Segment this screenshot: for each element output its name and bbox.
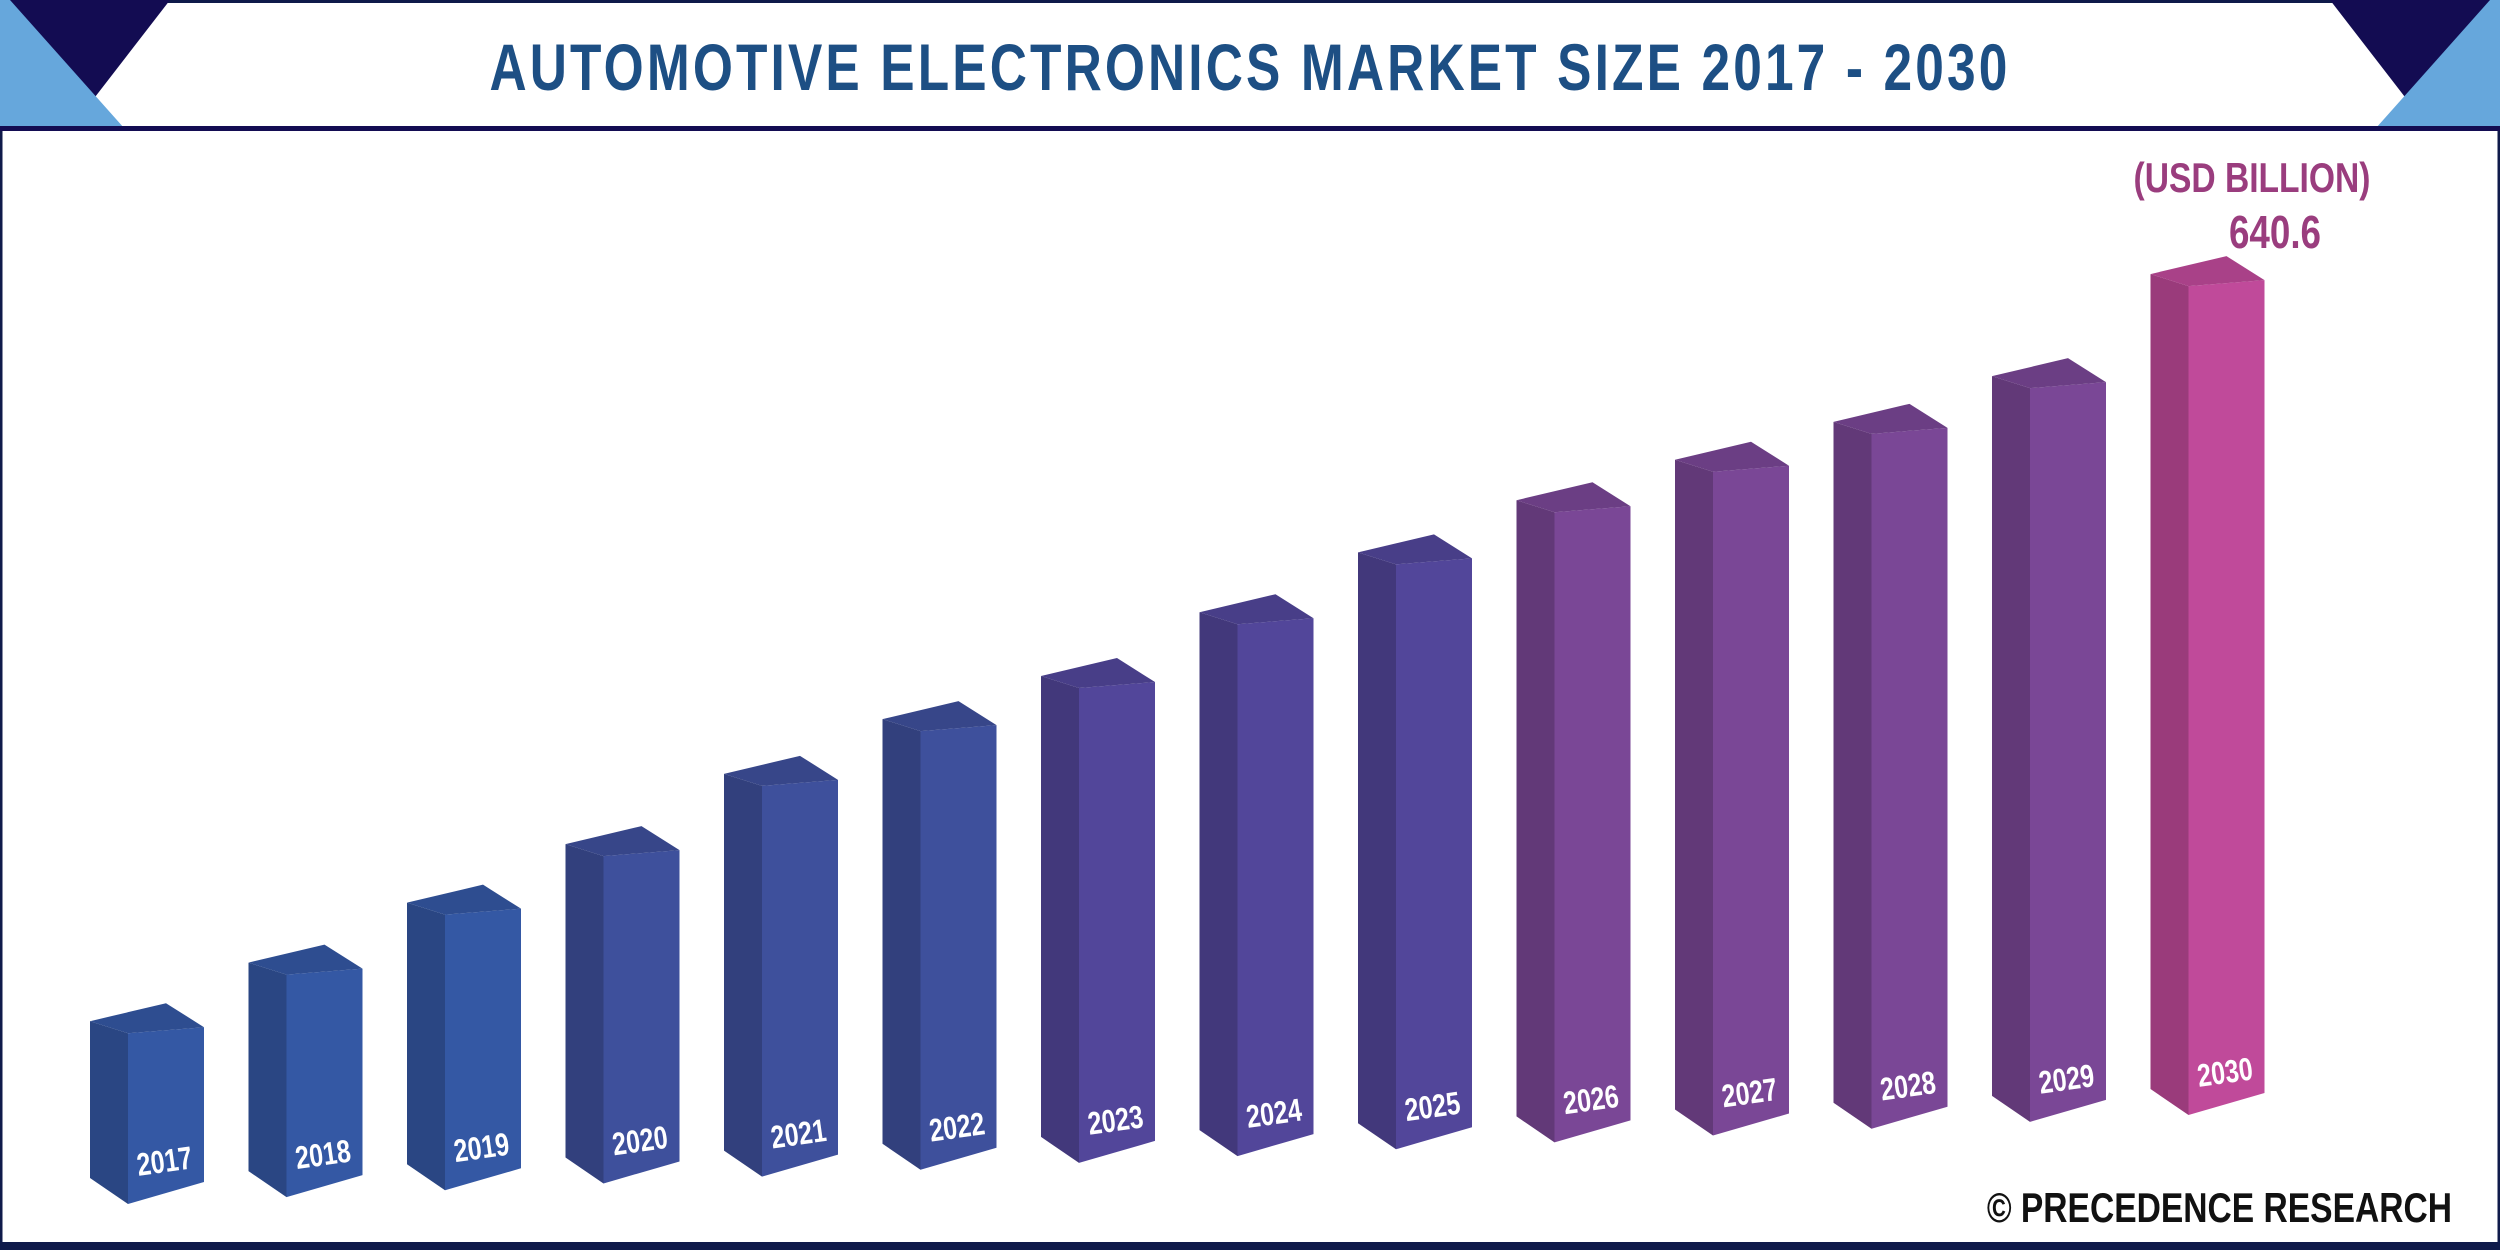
bar-front-face — [1554, 506, 1631, 1143]
bar-front-face — [1396, 558, 1472, 1150]
bar-side-face — [1992, 376, 2030, 1122]
category-label: 2022 — [927, 1106, 987, 1149]
bar-side-face — [1041, 676, 1079, 1163]
category-label: 2023 — [1086, 1099, 1146, 1142]
bar-front-face — [1713, 465, 1789, 1136]
header-left-dark-triangle — [10, 0, 170, 110]
bar-top-face — [1199, 594, 1314, 625]
unit-label: (USD BILLION) — [2134, 156, 2371, 202]
bar-2022: 2022 — [882, 701, 997, 1170]
bar-side-face — [565, 844, 604, 1184]
bar-top-face — [724, 755, 838, 786]
header-divider — [0, 126, 2500, 131]
bar-2029: 2029 — [1992, 358, 2106, 1122]
bar-top-face — [407, 884, 521, 915]
bar-2024: 2024 — [1199, 594, 1314, 1157]
bar-front-face — [2188, 280, 2265, 1115]
bar-top-face — [1041, 658, 1155, 689]
bar-top-face — [1675, 441, 1789, 472]
bar-2017: 2017 — [90, 1003, 204, 1204]
bar-front-face — [445, 908, 521, 1191]
category-label: 2028 — [1878, 1065, 1938, 1108]
brand-logo: © PRECEDENCE RESEARCH — [1987, 1186, 2452, 1232]
category-label: 2025 — [1403, 1086, 1463, 1129]
data-label-2030: 640.6 — [2229, 206, 2321, 258]
header-left-light-triangle — [0, 0, 124, 128]
bar-side-face — [248, 962, 287, 1198]
category-label: 2018 — [293, 1134, 353, 1177]
bar-top-face — [2150, 256, 2265, 287]
bar-2025: 2025 — [1358, 534, 1472, 1150]
category-label: 2027 — [1720, 1072, 1780, 1115]
bar-top-face — [882, 701, 997, 732]
bar-2020: 2020 — [565, 826, 680, 1184]
bar-front-face — [920, 725, 997, 1170]
bar-front-face — [286, 968, 363, 1198]
bar-top-face — [1358, 534, 1472, 565]
bar-side-face — [90, 1021, 128, 1204]
bar-front-face — [762, 779, 838, 1177]
bar-side-face — [1833, 421, 1872, 1129]
bar-top-face — [248, 944, 363, 975]
bar-top-face — [1833, 403, 1948, 434]
bar-2026: 2026 — [1516, 482, 1631, 1143]
bar-top-face — [565, 826, 680, 857]
bar-side-face — [2150, 274, 2189, 1115]
bar-top-face — [90, 1003, 204, 1034]
category-label: 2030 — [2195, 1052, 2255, 1095]
chart-title: AUTOMOTIVE ELECTRONICS MARKET SIZE 2017 … — [489, 30, 2010, 105]
category-label: 2020 — [610, 1120, 670, 1163]
bottom-border — [0, 1242, 2500, 1250]
header-right-dark-triangle — [2330, 0, 2490, 110]
bar-side-face — [1199, 612, 1238, 1157]
category-label: 2019 — [452, 1127, 512, 1170]
bar-side-face — [724, 773, 762, 1177]
bar-2028: 2028 — [1833, 403, 1948, 1129]
bar-front-face — [1237, 618, 1314, 1157]
category-label: 2021 — [769, 1113, 829, 1156]
bar-2030: 2030 — [2150, 256, 2265, 1115]
bar-2021: 2021 — [724, 755, 838, 1177]
bar-side-face — [1675, 459, 1713, 1136]
bar-side-face — [1358, 552, 1396, 1150]
bar-2027: 2027 — [1675, 441, 1789, 1136]
bar-2023: 2023 — [1041, 658, 1155, 1163]
category-label: 2029 — [2037, 1058, 2097, 1101]
bar-side-face — [882, 719, 921, 1170]
bar-front-face — [2030, 382, 2106, 1122]
header-right-light-triangle — [2376, 0, 2500, 128]
top-border — [0, 0, 2500, 3]
bar-front-face — [603, 850, 680, 1184]
bar-2019: 2019 — [407, 884, 521, 1191]
bar-front-face — [1871, 427, 1948, 1129]
category-label: 2017 — [135, 1141, 195, 1184]
bar-top-face — [1516, 482, 1631, 513]
bar-side-face — [1516, 500, 1555, 1143]
bar-side-face — [407, 902, 445, 1191]
category-label: 2024 — [1244, 1093, 1304, 1136]
bar-2018: 2018 — [248, 944, 363, 1198]
bar-front-face — [1079, 682, 1155, 1163]
bar-top-face — [1992, 358, 2106, 389]
bar-front-face — [128, 1027, 204, 1204]
category-label: 2026 — [1561, 1079, 1621, 1122]
